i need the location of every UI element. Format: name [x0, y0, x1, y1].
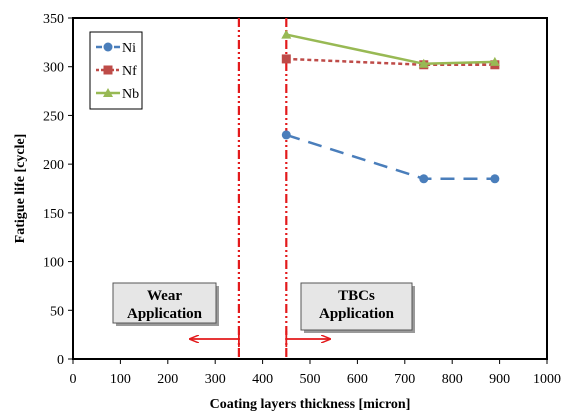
x-tick-label: 200: [157, 372, 178, 387]
annotation-text: Application: [127, 306, 203, 322]
x-tick-label: 100: [110, 372, 131, 387]
data-point-nb: [418, 58, 429, 68]
legend-marker-nf: [103, 65, 113, 75]
data-point-nb: [489, 56, 500, 66]
annotation-text: TBCs: [338, 288, 375, 304]
legend-marker-nb: [103, 88, 113, 97]
x-tick-label: 500: [300, 372, 321, 387]
annotation-box: [112, 282, 217, 324]
y-axis-title: Fatigue life [cycle]: [13, 134, 28, 244]
series-line-nf: [286, 57, 495, 67]
annotation-text: Wear: [147, 288, 182, 304]
series-line-ni: [285, 133, 495, 181]
x-tick-label: 900: [489, 372, 510, 387]
x-tick-label: 0: [70, 372, 77, 387]
y-tick-label: 300: [43, 61, 64, 76]
y-tick-label: 200: [43, 158, 64, 173]
legend-label-nf: Nf: [122, 64, 137, 79]
annotation-box: [300, 282, 413, 331]
legend-marker-ni: [103, 42, 113, 52]
legend-label-nb: Nb: [122, 87, 139, 102]
data-point-ni: [419, 174, 429, 184]
y-tick-label: 350: [43, 12, 64, 27]
x-tick-label: 800: [442, 372, 463, 387]
annotation-text: Application: [319, 306, 395, 322]
y-tick-label: 0: [57, 353, 64, 368]
x-tick-label: 400: [252, 372, 273, 387]
data-point-nf: [281, 54, 291, 64]
y-tick-label: 250: [43, 109, 64, 124]
x-tick-label: 300: [205, 372, 226, 387]
data-point-ni: [281, 130, 291, 140]
x-tick-label: 700: [394, 372, 415, 387]
x-tick-label: 1000: [533, 372, 561, 387]
y-tick-label: 50: [50, 304, 64, 319]
data-point-ni: [490, 174, 500, 184]
x-tick-label: 600: [347, 372, 368, 387]
y-tick-label: 100: [43, 256, 64, 271]
x-axis-title: Coating layers thickness [micron]: [210, 397, 411, 412]
legend-label-ni: Ni: [122, 41, 136, 56]
y-tick-label: 150: [43, 207, 64, 222]
data-point-nb: [281, 29, 292, 39]
